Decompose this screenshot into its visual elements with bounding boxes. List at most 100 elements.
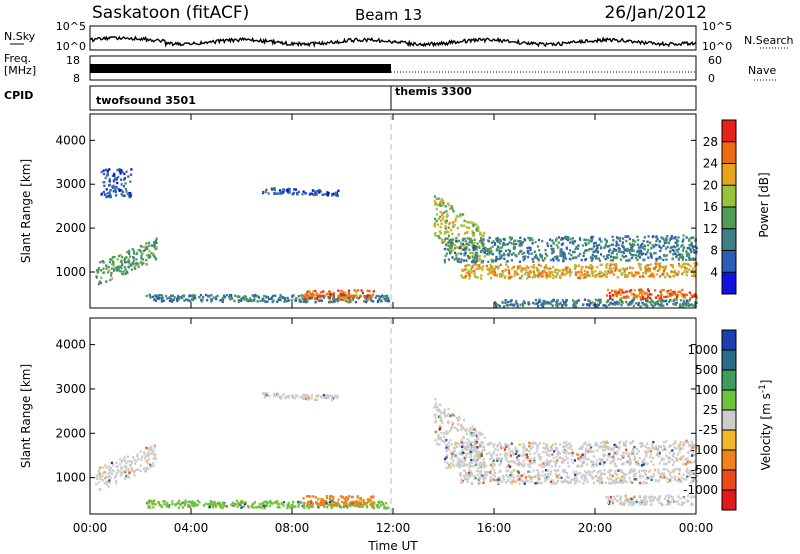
data-point	[375, 504, 378, 507]
data-point	[641, 252, 644, 255]
data-point	[507, 248, 510, 252]
data-point	[598, 259, 602, 262]
data-point	[678, 447, 681, 450]
data-point	[613, 294, 616, 297]
data-point	[183, 299, 186, 302]
data-point	[563, 255, 567, 258]
data-point	[532, 469, 535, 472]
data-point	[370, 495, 373, 498]
data-point	[555, 448, 558, 451]
data-point	[609, 263, 612, 266]
data-point	[632, 468, 636, 471]
data-point	[463, 219, 466, 223]
data-point	[509, 465, 512, 468]
data-point	[347, 495, 350, 498]
data-point	[444, 205, 447, 208]
data-point	[598, 482, 601, 485]
data-point	[649, 456, 652, 459]
data-point	[555, 469, 558, 472]
data-point	[129, 463, 132, 467]
data-point	[121, 170, 124, 174]
data-point	[619, 293, 622, 296]
data-point	[616, 473, 619, 476]
data-point	[654, 265, 658, 268]
data-point	[128, 193, 131, 197]
data-point	[344, 291, 347, 294]
data-point	[537, 268, 540, 272]
data-point	[489, 463, 492, 467]
data-point	[485, 473, 488, 477]
data-point	[659, 249, 662, 253]
data-point	[362, 498, 365, 502]
data-point	[678, 290, 681, 293]
data-point	[597, 470, 601, 473]
data-point	[529, 465, 532, 468]
data-point	[323, 504, 326, 507]
data-point	[286, 296, 289, 300]
data-point	[526, 277, 529, 280]
data-point	[659, 495, 662, 498]
data-point	[619, 479, 622, 482]
data-point	[187, 500, 190, 504]
data-point	[438, 427, 442, 430]
data-point	[590, 267, 593, 270]
data-point	[146, 462, 149, 465]
data-point	[479, 231, 482, 234]
data-point	[489, 478, 492, 482]
data-point	[495, 453, 498, 457]
data-point	[693, 477, 696, 480]
data-point	[675, 255, 678, 258]
data-point	[568, 269, 571, 272]
data-point	[446, 202, 450, 205]
data-point	[623, 269, 626, 272]
data-point	[604, 454, 607, 457]
data-point	[291, 193, 294, 196]
x-tick-label: 04:00	[174, 521, 209, 535]
data-point	[105, 267, 108, 270]
data-point	[653, 275, 656, 279]
data-point	[115, 461, 118, 464]
data-point	[644, 292, 647, 295]
data-point	[547, 475, 550, 479]
data-point	[644, 462, 647, 465]
data-point	[437, 217, 441, 220]
cpid-label: CPID	[4, 89, 33, 102]
data-point	[649, 469, 652, 472]
data-point	[612, 455, 615, 459]
data-point	[480, 443, 483, 446]
data-point	[119, 270, 122, 273]
data-point	[145, 446, 148, 450]
data-point	[558, 276, 562, 279]
data-point	[101, 479, 104, 482]
data-point	[487, 272, 490, 276]
data-point	[496, 459, 499, 462]
data-point	[686, 457, 689, 460]
data-point	[694, 265, 697, 268]
data-point	[604, 238, 607, 241]
data-point	[643, 460, 646, 464]
date-title: 26/Jan/2012	[604, 3, 707, 23]
data-point	[319, 503, 323, 507]
data-point	[160, 299, 164, 302]
data-point	[491, 260, 494, 263]
data-point	[579, 238, 582, 241]
colorbar-tick-label: 500	[695, 363, 718, 377]
data-point	[525, 453, 528, 456]
data-point	[645, 477, 648, 481]
data-point	[690, 303, 693, 306]
data-point	[370, 295, 373, 299]
data-point	[685, 250, 688, 253]
data-point	[690, 244, 693, 247]
data-point	[342, 505, 345, 509]
data-point	[647, 274, 650, 278]
data-point	[489, 247, 492, 250]
data-point	[673, 270, 676, 274]
data-point	[514, 446, 517, 449]
data-point	[109, 193, 112, 197]
data-point	[517, 252, 520, 255]
data-point	[542, 442, 545, 445]
data-point	[562, 460, 565, 463]
data-point	[244, 501, 247, 504]
data-point	[457, 459, 460, 462]
data-point	[348, 294, 351, 297]
